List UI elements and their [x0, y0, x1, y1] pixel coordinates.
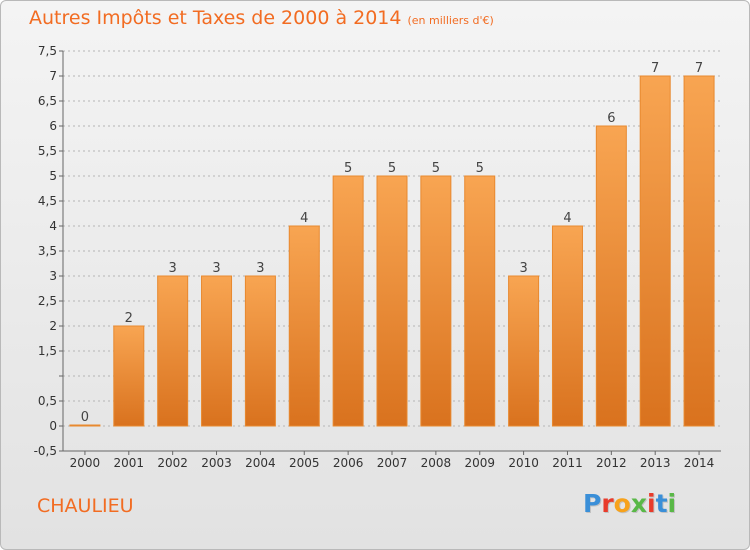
y-tick-label: 6,5 — [38, 94, 57, 108]
logo-letter: r — [601, 489, 614, 518]
commune-name: CHAULIEU — [37, 495, 134, 517]
x-tick-label-2010: 2010 — [508, 456, 539, 470]
y-tick-label: 7,5 — [38, 44, 57, 58]
data-label-2007: 5 — [388, 161, 396, 176]
x-tick-label-2003: 2003 — [201, 456, 232, 470]
y-tick-label: 3 — [49, 269, 57, 283]
data-label-2009: 5 — [476, 161, 484, 176]
bar-2011 — [551, 225, 583, 427]
y-tick-labels: -0,5 0 0,5 1,5 2 2,5 3 3,5 4 4,5 5 5,5 6 6,5 7 7,5 — [34, 44, 57, 458]
x-tick-label-2009: 2009 — [464, 456, 495, 470]
x-tick-label-2012: 2012 — [596, 456, 627, 470]
data-label-2011: 4 — [563, 211, 571, 226]
y-tick-label: 4 — [49, 219, 57, 233]
axes — [59, 50, 721, 455]
x-tick-labels: 2000 2001 2002 2003 2004 2005 2006 2007 2008 2009… — [70, 456, 715, 470]
x-tick-label-2006: 2006 — [333, 456, 364, 470]
data-label-2010: 3 — [519, 261, 527, 276]
data-label-2008: 5 — [432, 161, 440, 176]
y-tick-label: 5 — [49, 169, 57, 183]
data-label-2000: 0 — [81, 410, 89, 425]
bar-2008 — [420, 175, 452, 427]
y-tick-label: 0 — [49, 419, 57, 433]
bar-2009 — [464, 175, 496, 427]
bar-2005 — [288, 225, 320, 427]
y-tick-label: 7 — [49, 69, 57, 83]
bar-2003 — [201, 275, 233, 427]
data-label-2003: 3 — [212, 261, 220, 276]
y-tick-label: 6 — [49, 119, 57, 133]
y-tick-label: -0,5 — [34, 444, 57, 458]
y-tick-label: 2,5 — [38, 294, 57, 308]
bar-2004 — [244, 275, 276, 427]
y-tick-label: 5,5 — [38, 144, 57, 158]
bar-2002 — [157, 275, 189, 427]
x-tick-label-2008: 2008 — [421, 456, 452, 470]
y-tick-label: 2 — [49, 319, 57, 333]
chart-unit: (en milliers d'€) — [407, 14, 494, 27]
x-tick-label-2004: 2004 — [245, 456, 276, 470]
data-label-2012: 6 — [607, 111, 615, 126]
x-tick-label-2013: 2013 — [640, 456, 671, 470]
logo-letter: o — [613, 489, 631, 518]
logo-letter: x — [630, 489, 647, 518]
data-label-2002: 3 — [169, 261, 177, 276]
logo-letter: P — [583, 489, 602, 518]
bar-2007 — [376, 175, 408, 427]
bars — [69, 75, 715, 427]
bar-2012 — [595, 125, 627, 427]
y-tick-label: 1,5 — [38, 344, 57, 358]
logo-letter: t — [655, 489, 668, 518]
logo-letter: i — [667, 489, 677, 518]
x-tick-label-2002: 2002 — [157, 456, 188, 470]
data-label-2006: 5 — [344, 161, 352, 176]
bar-2014 — [683, 75, 715, 427]
logo-letter: i — [647, 489, 656, 518]
data-label-2004: 3 — [256, 261, 264, 276]
data-labels: 0 2 3 3 3 4 5 5 5 5 3 4 6 7 7 — [81, 61, 703, 425]
x-tick-label-2011: 2011 — [552, 456, 583, 470]
data-label-2001: 2 — [125, 311, 133, 326]
x-tick-label-2005: 2005 — [289, 456, 320, 470]
bar-2010 — [508, 275, 540, 427]
data-label-2013: 7 — [651, 61, 659, 76]
proxiti-logo: Proxiti — [583, 489, 676, 518]
x-tick-label-2001: 2001 — [114, 456, 145, 470]
y-tick-label: 0,5 — [38, 394, 57, 408]
bar-2001 — [113, 325, 145, 427]
bar-2000 — [69, 424, 101, 427]
data-label-2014: 7 — [695, 61, 703, 76]
x-tick-label-2014: 2014 — [684, 456, 715, 470]
bar-2006 — [332, 175, 364, 427]
y-tick-label: 4,5 — [38, 194, 57, 208]
y-tick-label: 3,5 — [38, 244, 57, 258]
x-tick-label-2007: 2007 — [377, 456, 408, 470]
bar-2013 — [639, 75, 671, 427]
chart-title: Autres Impôts et Taxes de 2000 à 2014 — [29, 7, 402, 29]
data-label-2005: 4 — [300, 211, 308, 226]
x-tick-label-2000: 2000 — [70, 456, 101, 470]
title-line: Autres Impôts et Taxes de 2000 à 2014 (en… — [29, 7, 494, 29]
